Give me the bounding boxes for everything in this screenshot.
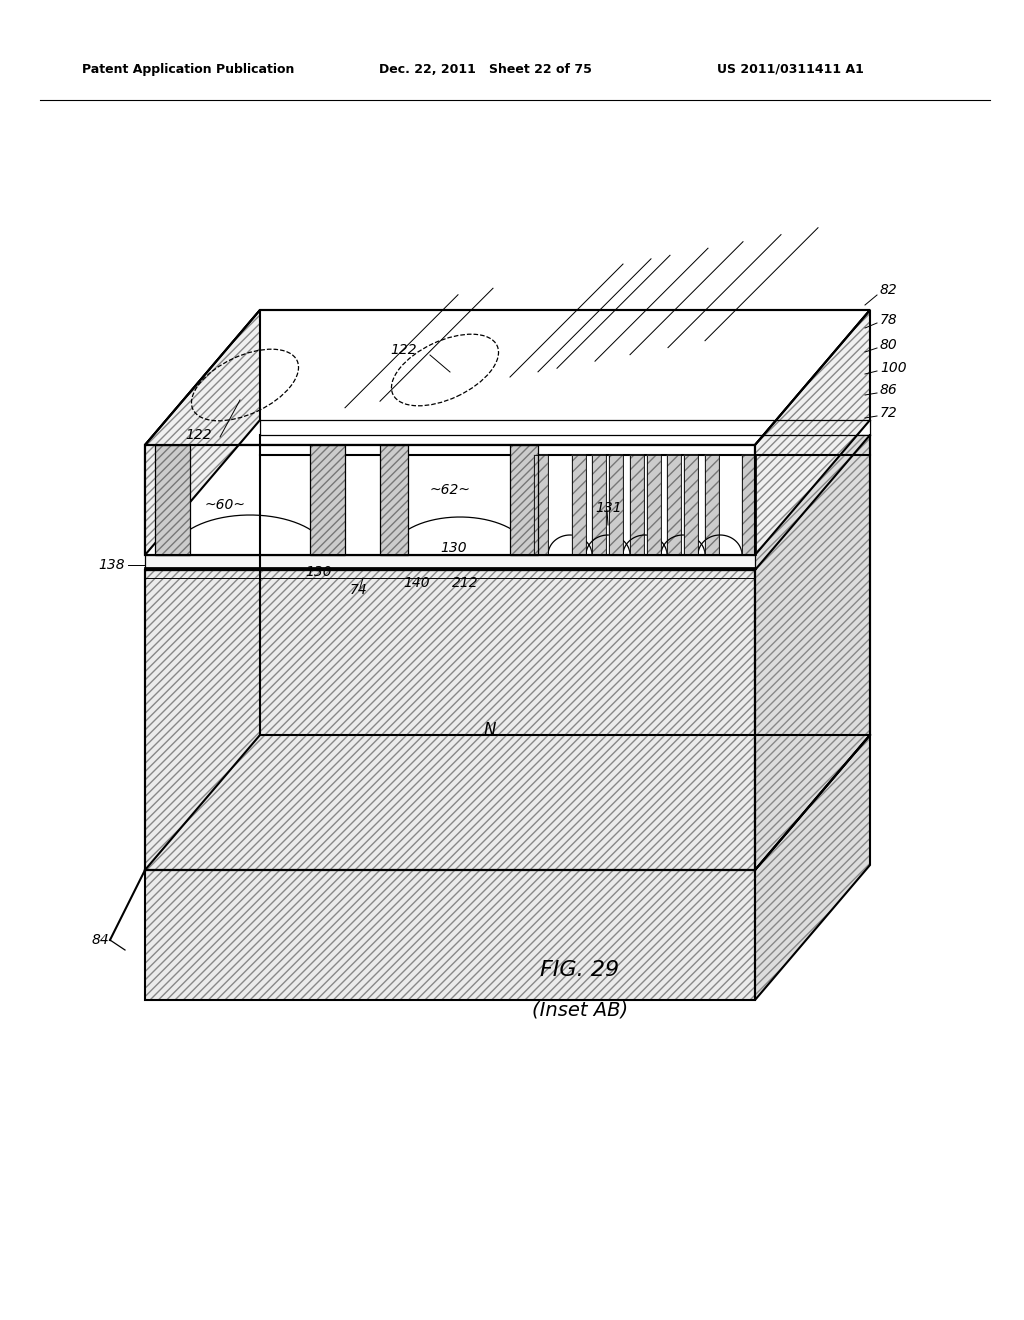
Polygon shape xyxy=(145,436,870,570)
Polygon shape xyxy=(145,870,755,1001)
Polygon shape xyxy=(755,436,870,870)
Polygon shape xyxy=(592,455,606,554)
Text: Patent Application Publication: Patent Application Publication xyxy=(82,62,294,75)
Polygon shape xyxy=(755,310,870,554)
Polygon shape xyxy=(630,455,644,554)
Polygon shape xyxy=(684,455,698,554)
Polygon shape xyxy=(380,445,408,554)
Polygon shape xyxy=(742,455,756,554)
Text: ~60~: ~60~ xyxy=(205,498,246,512)
Polygon shape xyxy=(534,455,548,554)
Polygon shape xyxy=(310,445,345,554)
Text: 122: 122 xyxy=(390,343,417,356)
Text: 130: 130 xyxy=(440,541,467,554)
Text: 84: 84 xyxy=(92,933,110,946)
Text: 86: 86 xyxy=(880,383,898,397)
Text: ~62~: ~62~ xyxy=(430,483,471,498)
Polygon shape xyxy=(705,455,719,554)
Polygon shape xyxy=(145,310,870,445)
Text: 138: 138 xyxy=(98,558,125,572)
Text: N: N xyxy=(483,721,497,739)
Text: 140: 140 xyxy=(403,576,430,590)
Text: 74: 74 xyxy=(350,583,368,597)
Text: 100: 100 xyxy=(880,360,906,375)
Text: Dec. 22, 2011   Sheet 22 of 75: Dec. 22, 2011 Sheet 22 of 75 xyxy=(379,62,592,75)
Polygon shape xyxy=(145,310,260,554)
Text: 72: 72 xyxy=(880,407,898,420)
Text: 78: 78 xyxy=(880,313,898,327)
Polygon shape xyxy=(145,570,755,870)
Polygon shape xyxy=(510,445,538,554)
Polygon shape xyxy=(755,735,870,1001)
Polygon shape xyxy=(155,445,190,554)
Text: 212: 212 xyxy=(452,576,478,590)
Text: US 2011/0311411 A1: US 2011/0311411 A1 xyxy=(717,62,863,75)
Text: 82: 82 xyxy=(880,282,898,297)
Text: 131: 131 xyxy=(595,502,622,515)
Polygon shape xyxy=(145,445,755,554)
Text: 130: 130 xyxy=(305,565,332,579)
Text: 80: 80 xyxy=(880,338,898,352)
Polygon shape xyxy=(647,455,662,554)
Polygon shape xyxy=(667,455,681,554)
Polygon shape xyxy=(145,554,755,570)
Text: 122: 122 xyxy=(185,428,212,442)
Text: FIG. 29: FIG. 29 xyxy=(541,960,620,979)
Text: (Inset AB): (Inset AB) xyxy=(531,1001,628,1019)
Polygon shape xyxy=(609,455,623,554)
Polygon shape xyxy=(572,455,586,554)
